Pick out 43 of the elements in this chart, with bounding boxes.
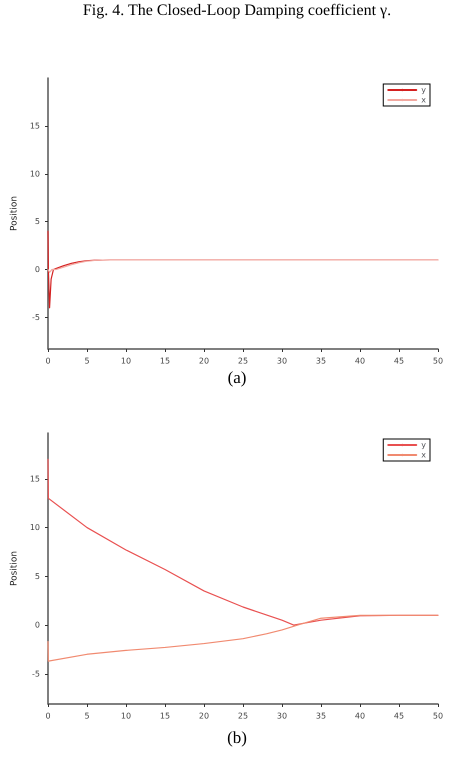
x-tick-label: 30 bbox=[276, 356, 288, 366]
y-tick-label: 0 bbox=[34, 620, 40, 630]
x-tick-label: 0 bbox=[45, 356, 51, 366]
x-tick-label: 40 bbox=[354, 356, 366, 366]
x-tick-label: 25 bbox=[238, 712, 248, 720]
y-tick-label: 15 bbox=[30, 474, 40, 484]
x-tick-label: 45 bbox=[394, 356, 404, 366]
x-tick-label: 10 bbox=[120, 712, 132, 720]
x-tick-label: 35 bbox=[316, 712, 326, 720]
text: (b) bbox=[226, 728, 248, 748]
legend-label: y bbox=[421, 86, 426, 94]
x-tick-label: 5 bbox=[84, 356, 90, 366]
y-tick-label: -5 bbox=[32, 312, 40, 322]
y-axis-title: Position bbox=[9, 196, 20, 232]
y-axis-title: Position bbox=[9, 550, 20, 586]
x-tick-label: 10 bbox=[120, 356, 132, 366]
y-tick-label: 0 bbox=[34, 265, 40, 274]
x-tick-label: 20 bbox=[198, 356, 210, 366]
x-tick-label: 15 bbox=[160, 356, 170, 366]
y-tick-label: 10 bbox=[30, 169, 40, 178]
legend-label: x bbox=[421, 96, 426, 104]
x-tick-label: 50 bbox=[432, 712, 444, 720]
x-tick-label: 50 bbox=[432, 356, 444, 366]
text: (a) bbox=[226, 368, 248, 388]
x-tick-label: 35 bbox=[316, 356, 326, 366]
legend-label: y bbox=[421, 440, 426, 450]
x-tick-label: 0 bbox=[45, 712, 51, 720]
x-tick-label: 25 bbox=[238, 356, 248, 366]
legend-label: x bbox=[421, 450, 426, 460]
x-tick-label: 45 bbox=[394, 712, 404, 720]
x-tick-label: 40 bbox=[354, 712, 366, 720]
chart-title: Fig. 4. The Closed-Loop Damping coefficient γ. bbox=[82, 2, 392, 20]
x-tick-label: 30 bbox=[276, 712, 288, 720]
y-tick-label: 10 bbox=[30, 523, 40, 532]
x-tick-label: 5 bbox=[84, 712, 90, 720]
y-tick-label: -5 bbox=[32, 669, 40, 678]
y-tick-label: 5 bbox=[34, 572, 40, 581]
y-tick-label: 15 bbox=[30, 121, 40, 130]
y-tick-label: 5 bbox=[34, 217, 40, 226]
line-series bbox=[47, 259, 439, 273]
line-series bbox=[47, 614, 439, 662]
x-tick-label: 20 bbox=[198, 712, 210, 720]
x-tick-label: 15 bbox=[160, 712, 170, 720]
